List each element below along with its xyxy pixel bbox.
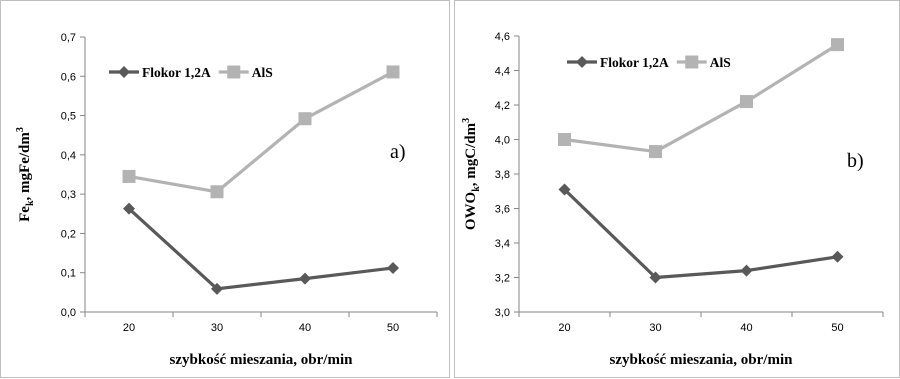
x-axis-title: szybkość mieszania, obr/min [610, 352, 794, 368]
x-tick-label: 50 [387, 322, 399, 334]
y-tick-label: 0,7 [61, 32, 76, 44]
x-tick-label: 50 [831, 322, 843, 334]
legend-marker-1 [118, 66, 130, 78]
chart-a-svg: 0,0 0,1 0,2 0,3 0,4 0,5 0,6 0,7 20 30 40 50 Flokor 1… [15, 32, 438, 368]
legend-label-1: Flokor 1,2A [142, 65, 211, 80]
chart-panel-b: 3,0 3,2 3,4 3,6 3,8 4,0 4,2 4,4 4,6 20 30 40 50 Floko… [454, 0, 900, 378]
x-tick-label: 20 [123, 322, 135, 334]
x-axis-title: szybkość mieszania, obr/min [170, 352, 354, 368]
y-axis-title: Fek, mgFe/dm3 [15, 127, 36, 222]
y-axis-title: OWOk, mgC/dm3 [461, 118, 482, 230]
data-point-1 [740, 264, 753, 277]
x-tick-label: 30 [649, 322, 661, 334]
y-tick-label: 0,6 [61, 71, 76, 83]
y-tick-label: 0,2 [61, 228, 76, 240]
data-point-1 [299, 272, 311, 285]
series-line-1 [127, 207, 394, 291]
data-point-1 [387, 262, 399, 274]
data-point-2 [210, 185, 224, 199]
panel-label: b) [847, 150, 864, 172]
y-tick-label: 3,0 [495, 307, 510, 319]
x-tick-label: 20 [558, 322, 570, 334]
data-point-1 [558, 183, 571, 196]
y-tick-label: 0,3 [61, 189, 76, 201]
data-point-2 [298, 112, 312, 126]
data-point-1 [831, 250, 844, 263]
y-tick-label: 3,4 [495, 238, 510, 250]
data-point-2 [831, 38, 844, 52]
legend-marker-2 [227, 65, 241, 79]
series-line-1 [563, 188, 838, 280]
y-tick-label: 4,6 [495, 31, 510, 43]
y-tick-label: 4,4 [495, 66, 510, 78]
y-tick-label: 4,2 [495, 100, 510, 112]
data-point-1 [123, 202, 135, 215]
y-tick-label: 4,0 [495, 135, 510, 147]
y-tick-label: 3,8 [495, 169, 510, 181]
legend-label-1: Flokor 1,2A [600, 55, 669, 70]
legend-marker-2 [685, 55, 699, 69]
x-tick-label: 40 [299, 322, 311, 334]
chart-panel-a: 0,0 0,1 0,2 0,3 0,4 0,5 0,6 0,7 20 30 40 50 Flokor 1… [0, 0, 450, 378]
y-tick-label: 0,5 [61, 111, 76, 123]
y-tick-label: 0,4 [61, 150, 76, 162]
x-tick-label: 40 [740, 322, 752, 334]
chart-b-svg: 3,0 3,2 3,4 3,6 3,8 4,0 4,2 4,4 4,6 20 30 40 50 Floko… [461, 31, 884, 368]
data-point-2 [740, 95, 753, 109]
x-tick-label: 30 [211, 322, 223, 334]
legend-label-2: AlS [252, 65, 273, 80]
data-point-2 [122, 169, 136, 183]
y-tick-label: 0,1 [61, 268, 76, 280]
data-point-1 [649, 271, 662, 284]
data-point-1 [211, 282, 223, 295]
y-tick-label: 0,0 [61, 307, 76, 319]
legend-marker-1 [576, 56, 588, 68]
y-tick-label: 3,6 [495, 204, 510, 216]
data-point-2 [558, 133, 571, 146]
y-tick-label: 3,2 [495, 273, 510, 285]
series-line-2 [128, 70, 394, 194]
series-line-2 [564, 43, 839, 154]
data-point-2 [649, 145, 662, 159]
panel-label: a) [390, 141, 406, 163]
data-point-2 [386, 65, 400, 79]
legend-label-2: AlS [710, 55, 731, 70]
